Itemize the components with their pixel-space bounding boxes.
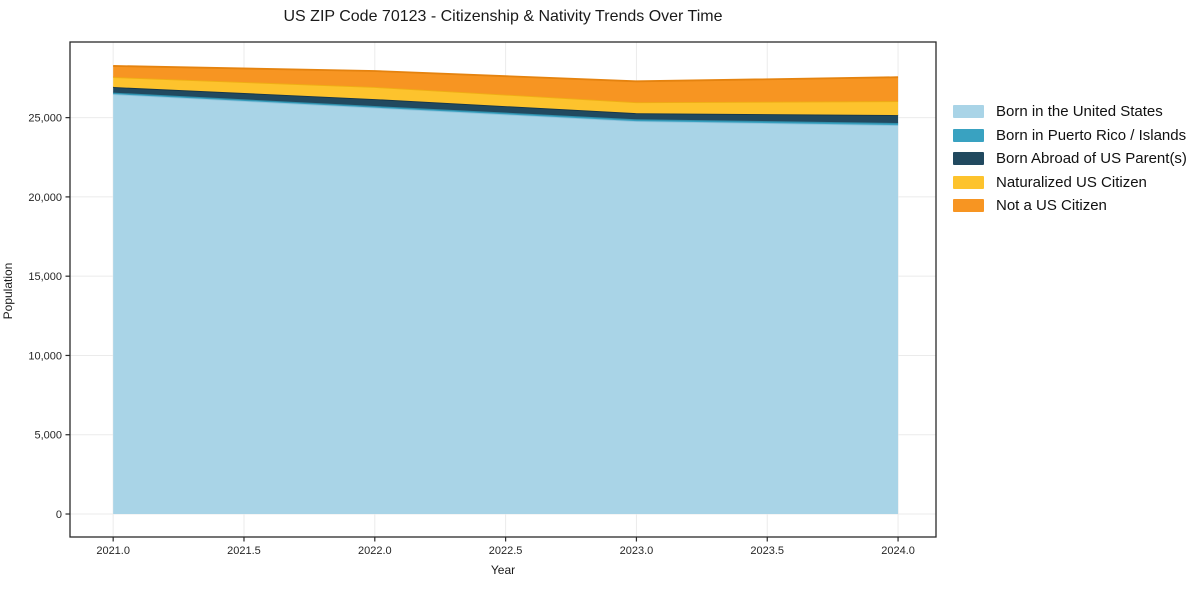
y-tick-label: 5,000 [34, 430, 62, 442]
legend-swatch-not-citizen [953, 199, 984, 212]
legend-label-naturalized: Naturalized US Citizen [996, 173, 1147, 191]
area-edge-4 [113, 65, 899, 83]
legend-swatch-born-abroad [953, 152, 984, 165]
x-tick-label: 2022.5 [489, 545, 523, 557]
x-tick-label: 2022.0 [358, 545, 392, 557]
x-tick-label: 2023.0 [620, 545, 654, 557]
legend-item-born-pr-islands: Born in Puerto Rico / Islands [953, 126, 1187, 144]
legend-swatch-born-pr-islands [953, 128, 984, 142]
legend-item-born-us: Born in the United States [953, 103, 1187, 120]
legend-swatch-naturalized [953, 175, 984, 189]
chart-title: US ZIP Code 70123 - Citizenship & Nativi… [283, 8, 723, 25]
x-tick-label: 2024.0 [881, 545, 915, 557]
legend-label-born-abroad: Born Abroad of US Parent(s) [996, 150, 1187, 167]
legend-item-naturalized: Naturalized US Citizen [953, 173, 1187, 191]
y-tick-label: 10,000 [28, 350, 62, 362]
x-tick-label: 2021.5 [227, 545, 261, 557]
legend-item-born-abroad: Born Abroad of US Parent(s) [953, 150, 1187, 167]
y-tick-label: 15,000 [28, 271, 62, 283]
legend-label-not-citizen: Not a US Citizen [996, 197, 1107, 214]
area-layer-3 [113, 77, 899, 116]
x-tick-label: 2021.0 [96, 545, 130, 557]
area-layer-0 [113, 94, 899, 515]
y-axis-label: Population [1, 262, 15, 320]
legend-label-born-us: Born in the United States [996, 103, 1163, 120]
legend-item-not-citizen: Not a US Citizen [953, 197, 1187, 214]
area-layer-4 [113, 65, 899, 103]
x-tick-label: 2023.5 [750, 545, 784, 557]
legend-label-born-pr-islands: Born in Puerto Rico / Islands [996, 126, 1187, 144]
y-tick-label: 0 [56, 509, 62, 521]
chart-legend: Born in the United States Born in Puerto… [953, 103, 1187, 223]
y-tick-label: 25,000 [28, 113, 62, 125]
x-axis-label: Year [490, 563, 516, 577]
plot-border [69, 41, 937, 538]
legend-swatch-born-us [953, 105, 984, 118]
y-tick-label: 20,000 [28, 192, 62, 204]
